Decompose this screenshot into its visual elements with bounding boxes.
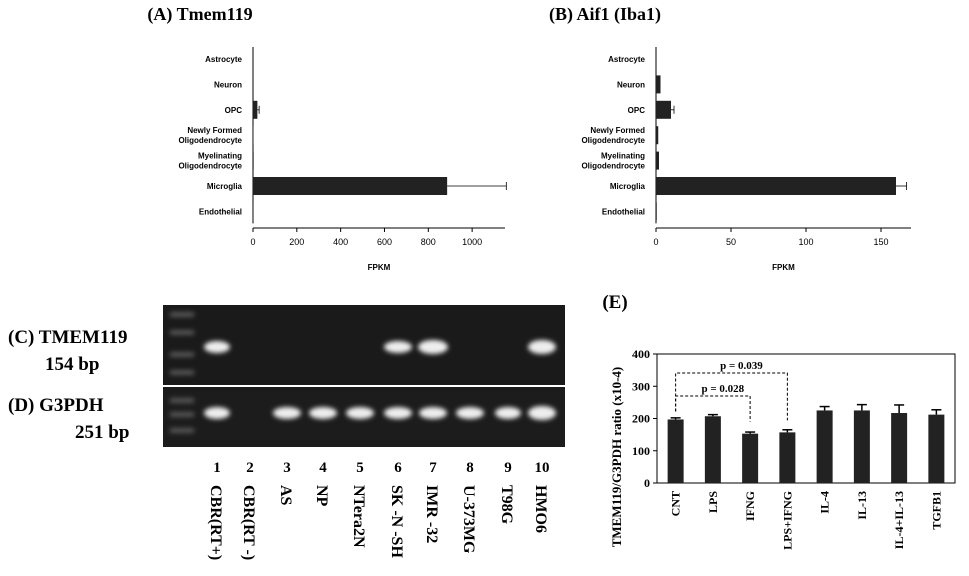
bar xyxy=(656,75,661,94)
x-tick-label: TGFB1 xyxy=(929,491,943,530)
significance-bracket xyxy=(675,372,788,421)
x-tick-label: 1000 xyxy=(462,237,482,247)
category-label: Microglia xyxy=(207,182,243,191)
lane-number: 3 xyxy=(283,460,291,476)
x-tick-label: 150 xyxy=(873,237,888,247)
x-tick-label: LPS+IFNG xyxy=(780,491,794,550)
lane-number: 7 xyxy=(429,460,437,476)
x-tick-label: 50 xyxy=(726,237,736,247)
lane-number: 2 xyxy=(246,460,254,476)
chart-title: (E) xyxy=(602,292,627,313)
y-tick-label: 400 xyxy=(632,347,650,361)
lane-name: IMR -32 xyxy=(423,485,440,543)
lane-name: NTera2N xyxy=(350,485,367,548)
category-label: Myelinating Oligodendrocyte xyxy=(178,152,242,171)
x-tick-label: LPS xyxy=(706,491,720,513)
lane-name: SK -N -SH xyxy=(388,485,405,558)
plot-frame xyxy=(656,353,956,484)
x-axis-label: FPKM xyxy=(368,263,391,272)
lane-name: U-373MG xyxy=(460,485,477,554)
lane-number: 10 xyxy=(535,460,550,476)
lane-number: 5 xyxy=(356,460,364,476)
x-tick-label: 800 xyxy=(421,237,436,247)
gel-image xyxy=(163,305,565,447)
bar xyxy=(253,100,258,119)
lane-number: 8 xyxy=(466,460,474,476)
category-label: Microglia xyxy=(610,182,646,191)
bar xyxy=(742,433,759,483)
category-label: Astrocyte xyxy=(205,55,242,64)
lane-number: 1 xyxy=(213,460,221,476)
bar xyxy=(656,126,659,145)
bar xyxy=(891,413,908,483)
annotation: p = 0.039 xyxy=(720,360,763,372)
significance-bracket xyxy=(675,395,751,422)
chart-title: (B) Aif1 (Iba1) xyxy=(549,4,661,25)
annotation: p = 0.028 xyxy=(702,383,745,395)
bar xyxy=(253,177,448,195)
x-tick-label: 0 xyxy=(653,237,658,247)
x-tick-label: 400 xyxy=(333,237,348,247)
bar xyxy=(704,416,721,483)
y-tick-label: 100 xyxy=(632,444,650,458)
bar xyxy=(656,202,657,221)
gel-size: 251 bp xyxy=(75,422,129,443)
bar xyxy=(253,151,254,170)
y-axis-label: TMEM119/G3PDH ratio (x10-4) xyxy=(609,367,624,548)
gel-size: 154 bp xyxy=(45,354,99,375)
lane-name: CBR(RT -) xyxy=(240,485,257,560)
x-tick-label: 0 xyxy=(250,237,255,247)
category-label: OPC xyxy=(225,106,243,115)
category-label: Endothelial xyxy=(199,207,242,216)
bar xyxy=(656,100,671,119)
category-label: OPC xyxy=(628,106,646,115)
x-tick-label: IL-4+IL-13 xyxy=(892,491,906,549)
bar xyxy=(928,414,945,483)
lane-name: T98G xyxy=(498,485,515,525)
lane-number: 6 xyxy=(394,460,402,476)
x-tick-label: IL-4 xyxy=(818,491,832,514)
lane-name: NP xyxy=(313,485,330,507)
lane-number: 9 xyxy=(504,460,512,476)
lane-number: 4 xyxy=(319,460,327,476)
y-tick-label: 0 xyxy=(644,476,650,490)
gel-label: (C) TMEM119 xyxy=(8,327,127,348)
category-label: Astrocyte xyxy=(608,55,645,64)
y-tick-label: 200 xyxy=(632,412,650,426)
bar xyxy=(779,432,796,483)
bar xyxy=(656,151,659,170)
x-tick-label: 200 xyxy=(289,237,304,247)
gel-label: (D) G3PDH xyxy=(8,395,104,416)
lane-name: HMO6 xyxy=(532,485,549,533)
category-label: Newly Formed Oligodendrocyte xyxy=(178,126,242,145)
x-tick-label: IL-13 xyxy=(855,491,869,520)
x-tick-label: CNT xyxy=(669,491,683,516)
lane-name: AS xyxy=(277,485,294,506)
category-label: Endothelial xyxy=(602,207,645,216)
x-tick-label: 100 xyxy=(798,237,813,247)
lane-name: CBR(RT+) xyxy=(207,485,224,560)
bar xyxy=(816,410,833,483)
x-tick-label: IFNG xyxy=(743,491,757,521)
category-label: Neuron xyxy=(617,80,645,89)
category-label: Newly Formed Oligodendrocyte xyxy=(581,126,645,145)
category-label: Neuron xyxy=(214,80,242,89)
bar xyxy=(667,419,684,483)
chart-title: (A) Tmem119 xyxy=(147,4,252,25)
x-axis-label: FPKM xyxy=(772,263,795,272)
bar xyxy=(853,410,870,483)
y-tick-label: 300 xyxy=(632,379,650,393)
category-label: Myelinating Oligodendrocyte xyxy=(581,152,645,171)
bar xyxy=(656,177,896,195)
x-tick-label: 600 xyxy=(377,237,392,247)
